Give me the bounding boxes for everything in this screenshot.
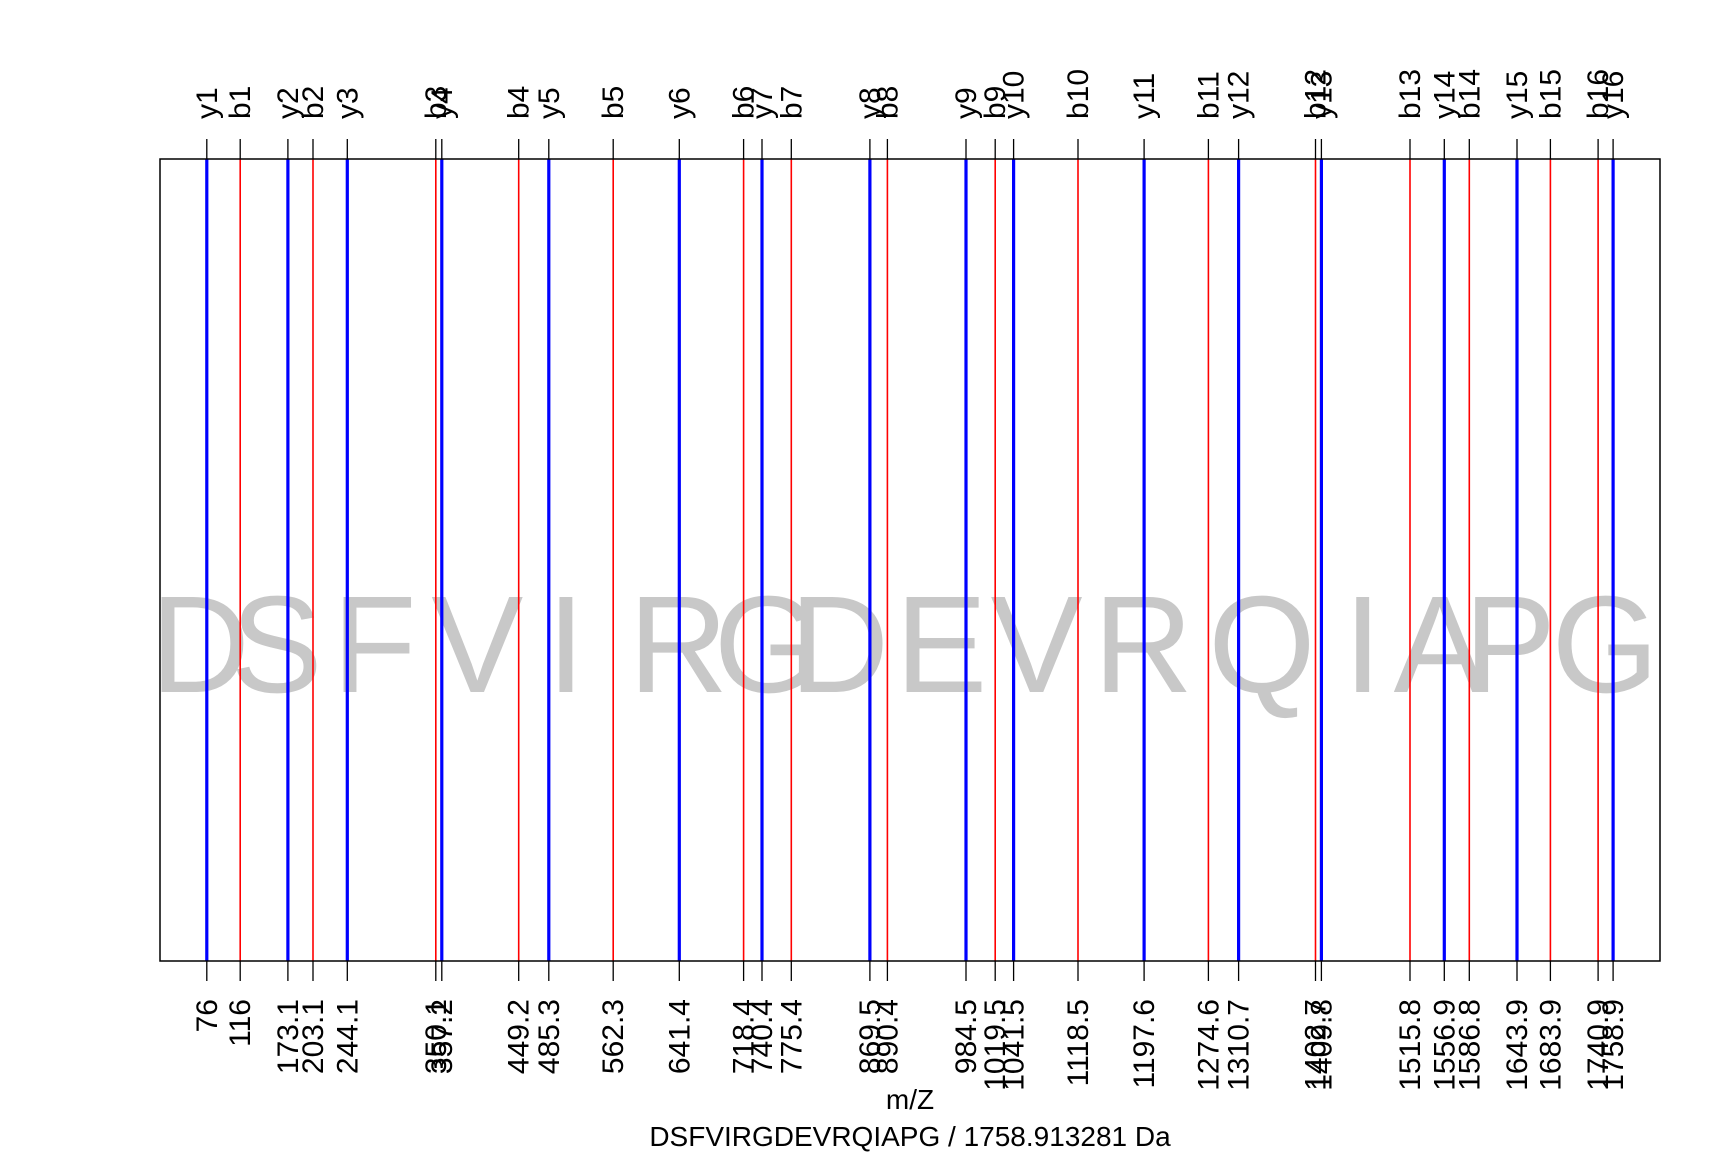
sequence-letter: S — [231, 568, 323, 722]
ion-label: b2 — [297, 86, 330, 119]
mz-tick-label: 203.1 — [297, 999, 330, 1074]
ion-label: b14 — [1453, 69, 1486, 119]
ion-lines — [205, 159, 1615, 961]
sequence-letters: DS F V I RGD E V R Q I APG — [150, 568, 1659, 722]
plot-frame — [159, 158, 1661, 962]
mz-tick-label: 244.1 — [331, 999, 364, 1074]
sequence-letter: Q — [1208, 568, 1315, 722]
ion-label: y3 — [331, 87, 364, 119]
mz-tick-label: 1019.5 — [979, 999, 1012, 1091]
sequence-letter: V — [991, 568, 1083, 722]
sequence-letter: G — [1552, 568, 1659, 722]
mz-tick-label: 1402.7 — [1300, 999, 1333, 1091]
ion-label: b11 — [1192, 71, 1225, 119]
ion-label: b12 — [1300, 69, 1333, 119]
mz-tick-label: 1118.5 — [1062, 999, 1095, 1086]
mz-tick-label: 357.2 — [426, 999, 459, 1074]
ion-label: y10 — [998, 71, 1031, 119]
ion-label: y8 — [854, 87, 887, 119]
mz-tick-label: 1041.5 — [998, 999, 1031, 1091]
mz-tick-label: 116 — [224, 999, 257, 1047]
mz-tick-label: 350.1 — [420, 999, 453, 1074]
sequence-letter: I — [547, 568, 585, 722]
mz-tick-label: 1310.7 — [1223, 999, 1256, 1091]
mz-tick-label: 775.4 — [775, 999, 808, 1074]
sequence-letter: F — [332, 568, 416, 722]
mz-tick-label: 740.4 — [746, 999, 779, 1074]
sequence-letter: E — [895, 568, 987, 722]
ion-label: b16 — [1582, 69, 1615, 119]
ion-label: y13 — [1305, 71, 1338, 119]
mz-tick-label: 641.4 — [663, 999, 696, 1074]
x-axis-label: m/Z — [886, 1084, 934, 1115]
ion-label: b3 — [420, 86, 453, 119]
ion-label: b1 — [224, 86, 257, 119]
sequence-letter: D — [789, 568, 889, 722]
ion-label: b8 — [871, 86, 904, 119]
ion-label: y16 — [1597, 71, 1630, 119]
ion-label: b13 — [1394, 69, 1427, 119]
mz-tick-label: 1515.8 — [1394, 999, 1427, 1091]
ion-label: b15 — [1534, 69, 1567, 119]
mz-tick-label: 1758.9 — [1597, 999, 1630, 1091]
ion-label: y6 — [663, 87, 696, 119]
mz-tick-label: 562.3 — [597, 999, 630, 1074]
mz-tick-label: 718.4 — [728, 999, 761, 1074]
mz-tick-label: 76 — [191, 999, 224, 1032]
sequence-letter: G — [714, 568, 821, 722]
ion-label: b9 — [979, 86, 1012, 119]
mz-tick-label: 1197.6 — [1128, 999, 1161, 1089]
mz-tick-label: 890.4 — [871, 999, 904, 1074]
mz-tick-label: 1643.9 — [1501, 999, 1534, 1091]
ion-label: y2 — [272, 87, 305, 119]
ion-label: y7 — [746, 87, 779, 119]
sequence-letter: P — [1464, 568, 1556, 722]
chart-title: DSFVIRGDEVRQIAPG / 1758.913281 Da — [649, 1121, 1171, 1152]
ion-label: y5 — [533, 87, 566, 119]
ion-label: y1 — [191, 87, 224, 119]
mz-tick-label: 1683.9 — [1534, 999, 1567, 1091]
ion-label: y14 — [1428, 71, 1461, 119]
ion-label: b4 — [503, 86, 536, 119]
mz-tick-label: 449.2 — [503, 999, 536, 1074]
ion-label: b10 — [1062, 69, 1095, 119]
sequence-letter: A — [1394, 568, 1486, 722]
ion-label: b5 — [597, 86, 630, 119]
mz-tick-label: 869.5 — [854, 999, 887, 1074]
mz-tick-label: 485.3 — [533, 999, 566, 1074]
mz-tick-label: 1409.8 — [1305, 999, 1338, 1091]
mz-tick-label: 1586.8 — [1453, 999, 1486, 1091]
mz-tick-label: 984.5 — [950, 999, 983, 1074]
sequence-letter: I — [1344, 568, 1382, 722]
mz-tick-label: 173.1 — [272, 999, 305, 1074]
mz-tick-label: 1740.9 — [1582, 999, 1615, 1091]
sequence-letter: D — [150, 568, 250, 722]
sequence-letter: V — [431, 568, 523, 722]
ion-label: b7 — [775, 86, 808, 119]
mz-tick-label: 1274.6 — [1192, 999, 1225, 1091]
ion-label: y4 — [426, 87, 459, 119]
ion-label: y11 — [1128, 73, 1161, 119]
mz-tick-label: 1556.9 — [1428, 999, 1461, 1091]
ion-label: b6 — [728, 86, 761, 119]
ion-label: y15 — [1501, 71, 1534, 119]
ion-label: y12 — [1223, 71, 1256, 119]
ion-label: y9 — [950, 87, 983, 119]
